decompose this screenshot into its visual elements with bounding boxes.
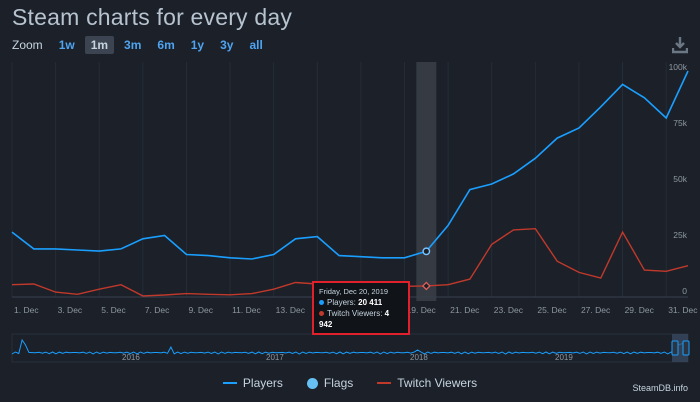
navigator-year-label: 2017 [266,353,284,362]
x-tick-label: 13. Dec [276,305,306,315]
tooltip-twitch-value: 4 942 [319,309,390,329]
credit[interactable]: SteamDB.info [632,383,688,393]
legend-flags-label: Flags [323,376,354,390]
twitch-highlight-point [421,281,431,291]
legend-twitch[interactable]: Twitch Viewers [377,376,477,390]
zoom-label: Zoom [12,38,43,52]
navigator-handle-right[interactable] [682,340,690,356]
tooltip-players-row: Players: 20 411 [319,297,403,308]
tooltip-players-label: Players: [327,298,356,307]
navigator-year-label: 2016 [122,353,140,362]
zoom-3y-button[interactable]: 3y [220,38,234,52]
zoom-1w-button[interactable]: 1w [58,38,75,52]
x-tick-label: 11. Dec [232,305,261,315]
zoom-6m-button[interactable]: 6m [157,38,175,52]
grid-lines [11,62,688,298]
zoom-bar: Zoom 1w 1m 3m 6m 1y 3y all [12,36,269,54]
x-tick-label: 9. Dec [188,305,213,315]
hover-band [416,62,437,301]
x-tick-label: 29. Dec [625,305,655,315]
legend: Players Flags Twitch Viewers [0,376,700,390]
x-tick-label: 31. Dec [668,305,698,315]
zoom-all-button[interactable]: all [249,38,263,52]
x-tick-label: 3. Dec [58,305,83,315]
legend-twitch-label: Twitch Viewers [397,376,478,390]
y-axis-ticks: 0 25k 50k 75k 100k [669,62,688,296]
tooltip-twitch-label: Twitch Viewers: [327,309,383,318]
tooltip-twitch-row: Twitch Viewers: 4 942 [319,308,403,330]
x-tick-label: 21. Dec [450,305,480,315]
x-tick-label: 27. Dec [581,305,611,315]
legend-players[interactable]: Players [222,376,283,390]
tooltip-date: Friday, Dec 20, 2019 [319,287,389,296]
x-tick-label: 25. Dec [537,305,567,315]
legend-flags[interactable]: Flags [306,376,354,390]
page-title: Steam charts for every day [12,4,293,30]
zoom-3m-button[interactable]: 3m [124,38,142,52]
y-tick-label: 100k [669,62,688,72]
tooltip: Friday, Dec 20, 2019 Players: 20 411 Twi… [312,281,410,335]
navigator-handle-left[interactable] [671,340,679,356]
navigator-year-label: 2018 [410,353,428,362]
tooltip-players-value: 20 411 [358,298,383,307]
x-tick-label: 1. Dec [14,305,39,315]
navigator-line [11,338,689,355]
x-tick-label: 19. Dec [407,305,437,315]
players-highlight-point [422,247,431,256]
players-line [11,70,689,260]
y-tick-label: 0 [682,286,687,296]
navigator-year-label: 2019 [555,353,573,362]
x-tick-label: 23. Dec [494,305,524,315]
y-tick-label: 50k [673,174,687,184]
y-tick-label: 75k [673,118,687,128]
x-tick-label: 5. Dec [101,305,126,315]
download-icon[interactable] [671,36,689,54]
zoom-1m-button[interactable]: 1m [84,36,115,54]
x-tick-label: 7. Dec [145,305,170,315]
y-tick-label: 25k [673,230,687,240]
navigator[interactable]: 2016 2017 2018 2019 [11,333,690,363]
legend-players-label: Players [242,376,283,390]
zoom-1y-button[interactable]: 1y [190,38,205,52]
